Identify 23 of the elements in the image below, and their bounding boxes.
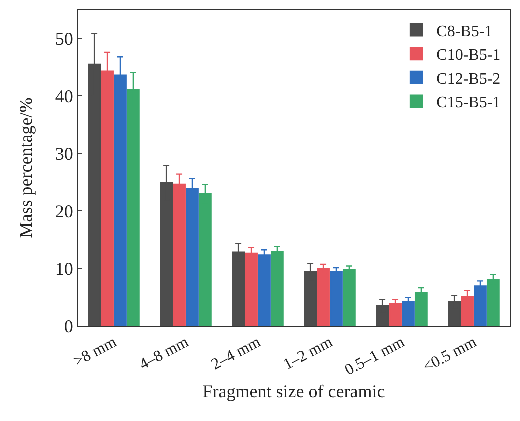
- legend-label: C8-B5-1: [436, 23, 493, 40]
- bar: [389, 303, 402, 326]
- y-tick-label: 0: [64, 316, 74, 336]
- y-tick-label: 30: [55, 144, 74, 164]
- x-tick-label: 4–8 mm: [136, 334, 192, 374]
- y-axis-title: Mass percentage/%: [16, 98, 36, 238]
- x-axis-title: Fragment size of ceramic: [202, 381, 386, 402]
- y-tick-label: 50: [55, 29, 74, 50]
- bar: [402, 301, 415, 326]
- y-tick-label: 10: [55, 258, 74, 279]
- bar: [342, 270, 356, 326]
- bar: [317, 268, 330, 326]
- legend-label: C10-B5-1: [436, 47, 501, 64]
- bar: [330, 271, 343, 326]
- legend-label: C15-B5-1: [436, 94, 501, 112]
- x-tick-label: <0.5 mm: [420, 334, 480, 376]
- y-tick-label: 40: [55, 86, 74, 106]
- x-tick-label: 0.5–1 mm: [342, 334, 408, 380]
- x-tick-label: 2–4 mm: [208, 334, 264, 374]
- y-tick-label: 20: [55, 201, 74, 222]
- x-tick-label: 1–2 mm: [280, 334, 336, 374]
- legend-label: C12-B5-2: [436, 70, 501, 88]
- x-tick-label: >8 mm: [71, 334, 120, 370]
